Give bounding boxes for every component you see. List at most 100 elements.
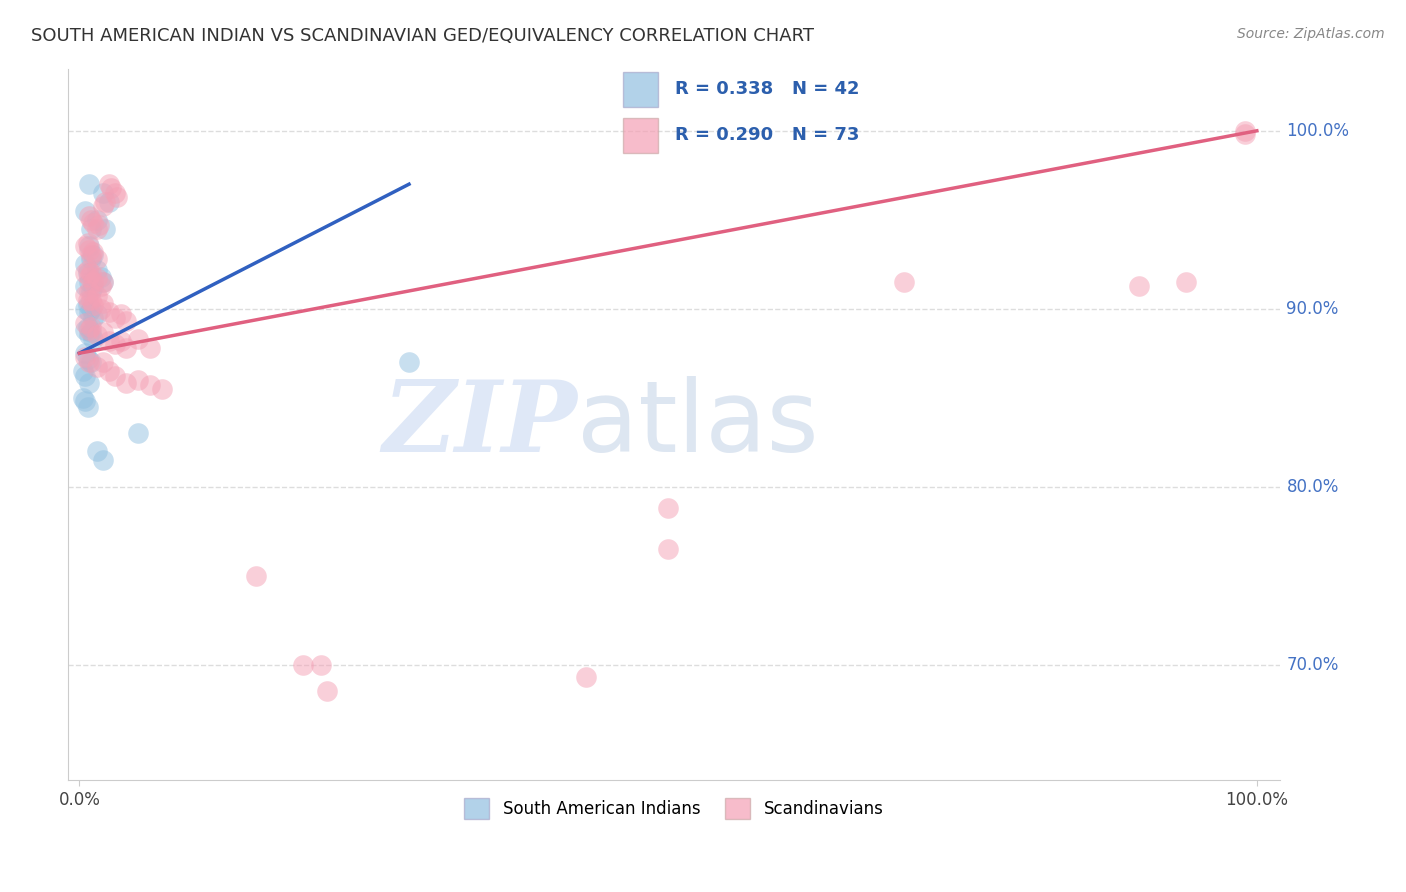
Point bbox=[80, 248, 103, 262]
Point bbox=[104, 310, 127, 325]
Point bbox=[97, 177, 120, 191]
Point bbox=[80, 293, 103, 307]
Point bbox=[97, 194, 120, 209]
Point bbox=[80, 221, 103, 235]
Point bbox=[75, 278, 97, 293]
Text: 80.0%: 80.0% bbox=[1286, 478, 1339, 496]
Point bbox=[893, 275, 915, 289]
Point bbox=[82, 280, 104, 294]
Point bbox=[89, 278, 111, 293]
Point bbox=[115, 314, 138, 328]
Point bbox=[110, 307, 132, 321]
Point bbox=[80, 252, 103, 266]
Point bbox=[75, 346, 97, 360]
Point bbox=[75, 394, 97, 409]
Point bbox=[72, 364, 94, 378]
Point bbox=[77, 177, 100, 191]
Point bbox=[91, 296, 114, 310]
Point bbox=[86, 360, 108, 375]
Point bbox=[575, 670, 598, 684]
Point bbox=[75, 203, 97, 218]
Point bbox=[76, 298, 98, 312]
Point bbox=[86, 328, 108, 343]
Point bbox=[75, 369, 97, 384]
Point bbox=[139, 341, 162, 355]
Point bbox=[657, 541, 679, 556]
Point bbox=[100, 180, 122, 194]
Point bbox=[94, 221, 117, 235]
Point bbox=[75, 350, 97, 364]
Point bbox=[115, 341, 138, 355]
Point bbox=[82, 275, 104, 289]
Point bbox=[77, 376, 100, 391]
Point bbox=[76, 266, 98, 280]
Point bbox=[75, 287, 97, 301]
Point bbox=[75, 257, 97, 271]
Point bbox=[139, 378, 162, 392]
Point bbox=[76, 262, 98, 277]
Point bbox=[398, 355, 420, 369]
Point bbox=[76, 319, 98, 334]
Point bbox=[80, 284, 103, 298]
Text: R = 0.290   N = 73: R = 0.290 N = 73 bbox=[675, 127, 859, 145]
Point bbox=[97, 305, 120, 319]
Point bbox=[91, 275, 114, 289]
Point bbox=[94, 194, 117, 209]
Point bbox=[86, 252, 108, 266]
Point bbox=[127, 426, 149, 441]
Text: R = 0.338   N = 42: R = 0.338 N = 42 bbox=[675, 80, 859, 98]
Point bbox=[86, 289, 108, 303]
Bar bbox=[623, 71, 658, 106]
Point bbox=[77, 243, 100, 257]
Legend: South American Indians, Scandinavians: South American Indians, Scandinavians bbox=[458, 792, 890, 825]
Point bbox=[86, 307, 108, 321]
Point bbox=[1234, 124, 1257, 138]
Text: 100.0%: 100.0% bbox=[1286, 122, 1350, 140]
Point bbox=[150, 382, 173, 396]
Point bbox=[77, 275, 100, 289]
Point bbox=[76, 235, 98, 250]
Point bbox=[86, 271, 108, 285]
Point bbox=[315, 684, 337, 698]
Point bbox=[105, 189, 128, 203]
Point bbox=[77, 209, 100, 223]
Point bbox=[86, 221, 108, 235]
Point bbox=[82, 216, 104, 230]
Point bbox=[127, 373, 149, 387]
Point bbox=[76, 400, 98, 414]
Bar bbox=[623, 118, 658, 153]
Text: Source: ZipAtlas.com: Source: ZipAtlas.com bbox=[1237, 27, 1385, 41]
Text: 70.0%: 70.0% bbox=[1286, 656, 1339, 673]
Point bbox=[91, 186, 114, 200]
Point bbox=[80, 212, 103, 227]
Point bbox=[80, 266, 103, 280]
Point bbox=[97, 364, 120, 378]
Point bbox=[91, 355, 114, 369]
Point bbox=[82, 298, 104, 312]
Text: 90.0%: 90.0% bbox=[1286, 300, 1339, 318]
Point bbox=[97, 334, 120, 348]
Point bbox=[91, 325, 114, 339]
Point bbox=[309, 657, 332, 672]
Point bbox=[75, 239, 97, 253]
Point bbox=[72, 391, 94, 405]
Point bbox=[91, 275, 114, 289]
Point bbox=[104, 186, 127, 200]
Text: atlas: atlas bbox=[576, 376, 818, 473]
Point bbox=[89, 301, 111, 316]
Point bbox=[77, 284, 100, 298]
Point bbox=[75, 316, 97, 330]
Point bbox=[80, 355, 103, 369]
Point bbox=[1128, 278, 1150, 293]
Text: ZIP: ZIP bbox=[382, 376, 576, 473]
Point bbox=[86, 262, 108, 277]
Point bbox=[77, 305, 100, 319]
Point bbox=[77, 355, 100, 369]
Point bbox=[75, 301, 97, 316]
Point bbox=[657, 501, 679, 516]
Point bbox=[115, 376, 138, 391]
Point bbox=[80, 301, 103, 316]
Point bbox=[104, 369, 127, 384]
Point bbox=[86, 212, 108, 227]
Point bbox=[292, 657, 315, 672]
